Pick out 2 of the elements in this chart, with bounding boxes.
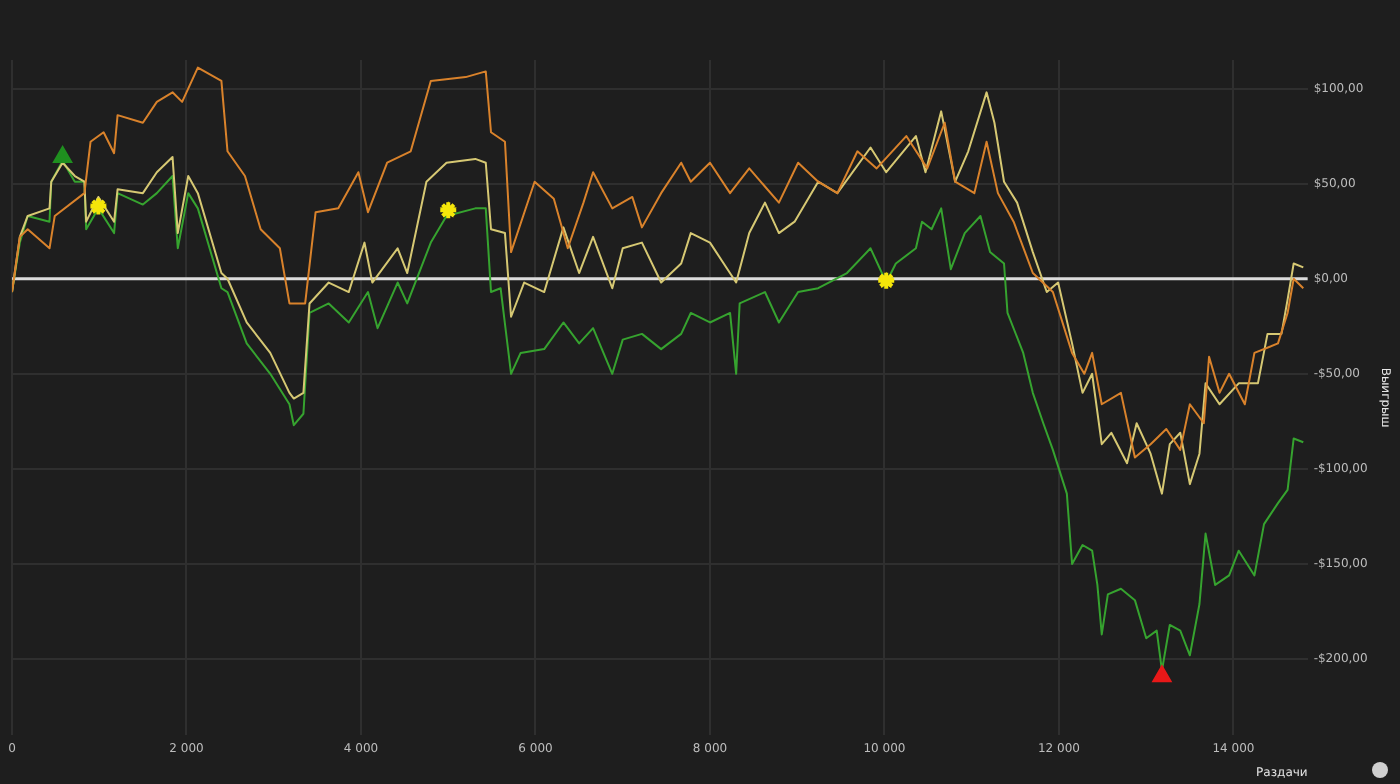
point: [1153, 666, 1171, 683]
point: [53, 147, 72, 163]
